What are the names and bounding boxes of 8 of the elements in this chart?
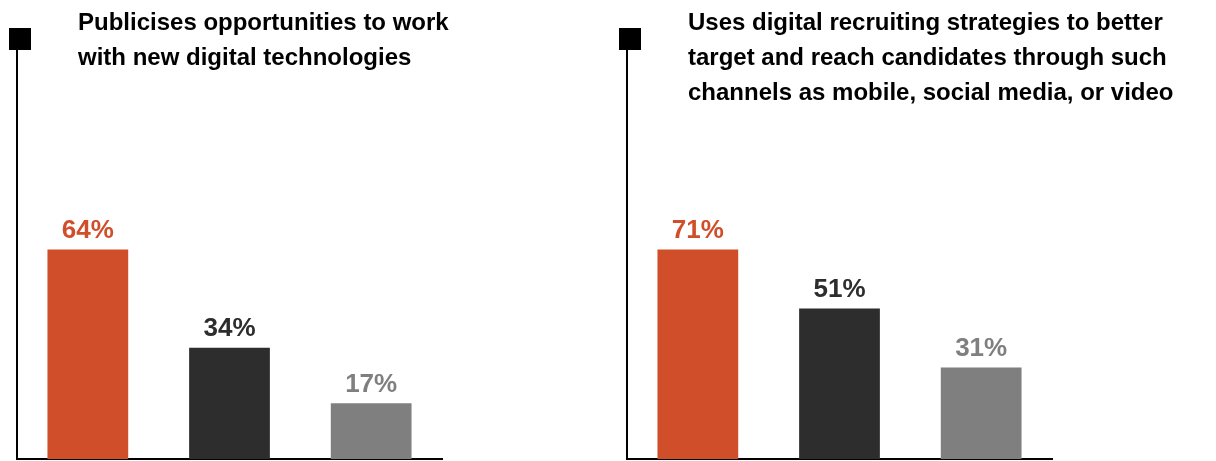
data-label: 64% xyxy=(61,213,114,244)
data-label: 51% xyxy=(813,272,866,303)
data-label: 17% xyxy=(345,367,398,398)
chart-title: Publicises opportunities to work with new digital technologies xyxy=(78,7,450,72)
data-label: 31% xyxy=(955,331,1008,362)
data-label: 34% xyxy=(203,311,256,342)
data-label: 71% xyxy=(671,213,724,244)
chart-title: Uses digital recruiting strategies to better target and reach candidates through such channels as mobile, social media, or video xyxy=(688,7,1175,107)
